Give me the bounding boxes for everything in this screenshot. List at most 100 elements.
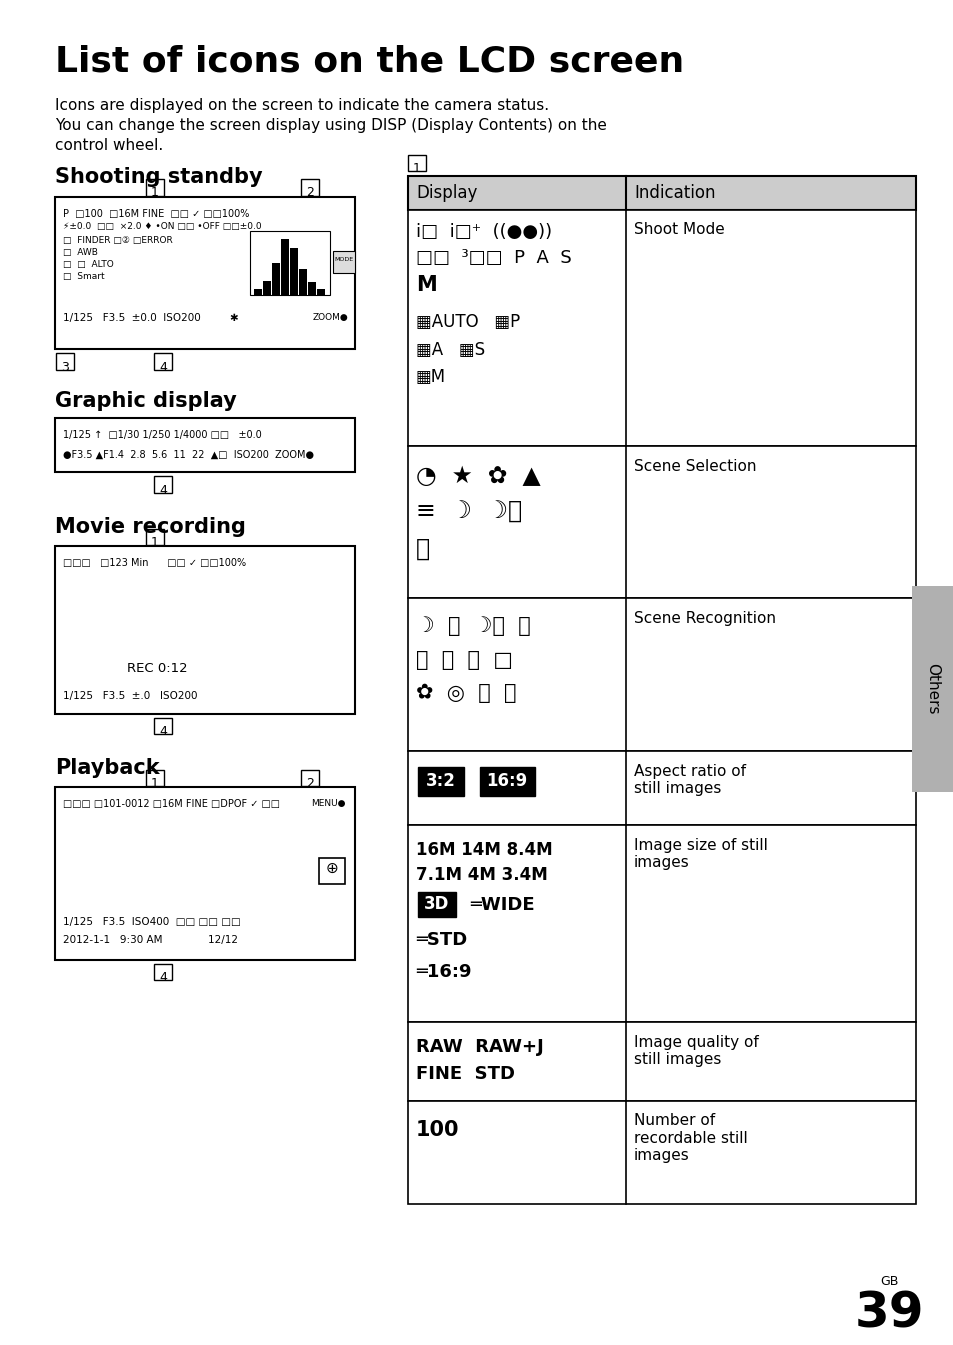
Text: Icons are displayed on the screen to indicate the camera status.: Icons are displayed on the screen to ind…	[55, 98, 549, 113]
Text: ⚡±0.0  □□  ×2.0 ♦ •ON □□ •OFF □□±0.0: ⚡±0.0 □□ ×2.0 ♦ •ON □□ •OFF □□±0.0	[63, 222, 261, 231]
Text: Display: Display	[416, 184, 476, 202]
Bar	[146, 769, 164, 787]
Text: ≡  ☽  ☽✋: ≡ ☽ ☽✋	[416, 500, 521, 525]
Text: ▦A   ▦S: ▦A ▦S	[416, 340, 485, 359]
Text: 🏞  🖼  👥  □: 🏞 🖼 👥 □	[416, 650, 513, 670]
Bar	[253, 289, 262, 296]
Text: 👤: 👤	[416, 537, 430, 561]
Text: ▦AUTO   ▦P: ▦AUTO ▦P	[416, 313, 519, 331]
Bar	[408, 824, 915, 1022]
Bar	[272, 262, 280, 296]
Text: Aspect ratio of
still images: Aspect ratio of still images	[634, 764, 745, 796]
Text: i□  i□⁺  ((●●)): i□ i□⁺ ((●●))	[416, 223, 552, 242]
Text: Playback: Playback	[55, 759, 159, 777]
Text: 100: 100	[416, 1120, 459, 1141]
Bar	[479, 767, 535, 796]
Bar	[263, 281, 271, 296]
Bar	[153, 354, 172, 370]
Text: 4: 4	[159, 725, 167, 738]
Bar	[298, 269, 307, 296]
Text: Scene Recognition: Scene Recognition	[634, 611, 775, 627]
Bar	[56, 354, 74, 370]
Text: ●F3.5 ▲F1.4  2.8  5.6  11  22  ▲□  ISO200  ZOOM●: ●F3.5 ▲F1.4 2.8 5.6 11 22 ▲□ ISO200 ZOOM…	[63, 449, 314, 460]
Text: 2: 2	[306, 187, 314, 199]
Bar	[55, 196, 355, 350]
Bar	[153, 963, 172, 981]
Bar	[146, 179, 164, 196]
Text: 3D: 3D	[424, 894, 449, 913]
Text: □□□ □101-0012 □16M FINE □DPOF ✓ □□: □□□ □101-0012 □16M FINE □DPOF ✓ □□	[63, 799, 280, 810]
Text: Image size of still
images: Image size of still images	[634, 838, 767, 870]
Text: 1: 1	[151, 777, 159, 790]
Text: □  AWB: □ AWB	[63, 247, 98, 257]
Bar	[408, 751, 915, 824]
Bar	[408, 1100, 915, 1204]
Bar	[417, 767, 463, 796]
Bar	[250, 231, 330, 296]
Text: ▦M: ▦M	[416, 369, 446, 386]
Text: 1/125   F3.5  ±.0   ISO200: 1/125 F3.5 ±.0 ISO200	[63, 691, 197, 701]
Text: 2: 2	[306, 777, 314, 790]
Text: ZOOM●: ZOOM●	[313, 313, 349, 321]
Bar	[333, 252, 355, 273]
Text: Number of
recordable still
images: Number of recordable still images	[634, 1114, 747, 1163]
Bar	[408, 155, 426, 171]
Text: 4: 4	[159, 971, 167, 985]
Bar	[55, 787, 355, 960]
Text: FINE  STD: FINE STD	[416, 1065, 515, 1083]
Text: 3: 3	[61, 360, 69, 374]
Text: You can change the screen display using DISP (Display Contents) on the: You can change the screen display using …	[55, 118, 606, 133]
Text: 1: 1	[413, 161, 420, 175]
Text: 1/125   F3.5  ISO400  □□ □□ □□: 1/125 F3.5 ISO400 □□ □□ □□	[63, 917, 240, 928]
Text: 1: 1	[151, 187, 159, 199]
Bar	[281, 239, 289, 296]
Bar	[55, 546, 355, 714]
Text: MENU●: MENU●	[311, 799, 345, 808]
Text: 16:9: 16:9	[486, 772, 527, 790]
Bar	[408, 176, 915, 210]
Text: 4: 4	[159, 484, 167, 496]
Text: REC 0:12: REC 0:12	[127, 663, 188, 675]
Text: Shoot Mode: Shoot Mode	[634, 222, 724, 238]
Text: 2012-1-1   9:30 AM              12/12: 2012-1-1 9:30 AM 12/12	[63, 935, 237, 946]
Bar	[153, 476, 172, 494]
Bar	[408, 599, 915, 751]
Bar	[318, 858, 345, 884]
Bar	[316, 289, 325, 296]
Text: control wheel.: control wheel.	[55, 137, 163, 153]
Text: Others: Others	[924, 663, 940, 714]
Text: ⊕: ⊕	[325, 861, 338, 876]
Text: M: M	[416, 274, 436, 295]
Text: 16M 14M 8.4M: 16M 14M 8.4M	[416, 841, 552, 858]
Text: List of icons on the LCD screen: List of icons on the LCD screen	[55, 44, 683, 78]
Text: Movie recording: Movie recording	[55, 516, 246, 537]
Text: P  □100  □16M FINE  □□ ✓ □□100%: P □100 □16M FINE □□ ✓ □□100%	[63, 208, 249, 219]
Bar	[146, 529, 164, 545]
Bar	[301, 769, 318, 787]
Bar	[408, 210, 915, 447]
Text: Graphic display: Graphic display	[55, 391, 236, 410]
Text: RAW  RAW+J: RAW RAW+J	[416, 1037, 543, 1056]
Text: □□□   □123 Min      □□ ✓ □□100%: □□□ □123 Min □□ ✓ □□100%	[63, 558, 246, 568]
Text: 1/125 ↑  □1/30 1/250 1/4000 □□   ±0.0: 1/125 ↑ □1/30 1/250 1/4000 □□ ±0.0	[63, 430, 261, 440]
Text: Image quality of
still images: Image quality of still images	[634, 1034, 758, 1067]
Text: 3:2: 3:2	[426, 772, 456, 790]
Bar	[408, 1022, 915, 1100]
Text: 1: 1	[151, 535, 159, 549]
Text: Indication: Indication	[634, 184, 715, 202]
Text: ☽  🌸  ☽✋  👤: ☽ 🌸 ☽✋ 👤	[416, 616, 530, 636]
Text: □  Smart: □ Smart	[63, 272, 105, 281]
Text: ═STD: ═STD	[416, 931, 467, 950]
Bar	[911, 585, 953, 792]
Text: Shooting standby: Shooting standby	[55, 167, 262, 187]
Text: 1/125   F3.5  ±0.0  ISO200         ✱: 1/125 F3.5 ±0.0 ISO200 ✱	[63, 313, 238, 323]
Text: 39: 39	[854, 1290, 923, 1337]
Bar	[301, 179, 318, 196]
Bar	[290, 247, 297, 296]
Text: ═16:9: ═16:9	[416, 963, 471, 981]
Bar	[308, 282, 315, 296]
Bar	[408, 447, 915, 599]
Text: ◔  ★  ✿  ▲: ◔ ★ ✿ ▲	[416, 464, 540, 488]
Text: ═WIDE: ═WIDE	[470, 896, 534, 913]
Text: MODE: MODE	[335, 257, 354, 262]
